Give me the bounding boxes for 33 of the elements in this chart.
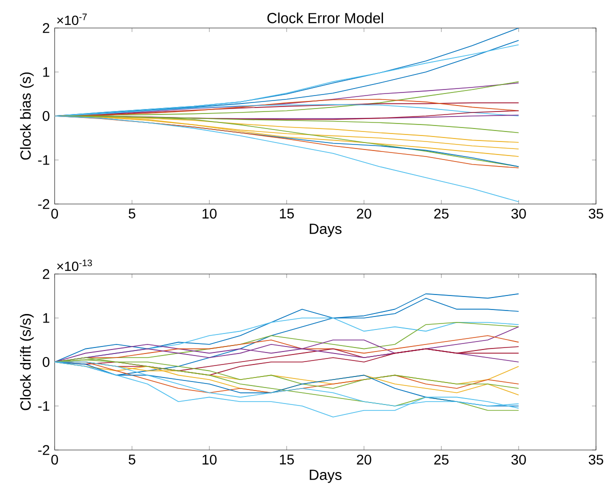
x-tick-label: 20 [356, 208, 372, 219]
text: ×10$^{-7}$ [57, 14, 87, 26]
x-tick-label: 10 [202, 454, 217, 465]
y-tick-label: 0 [42, 357, 50, 368]
y-tick-label: 2 [42, 23, 50, 34]
y-tick-label: 1 [43, 313, 50, 323]
x-tick-label: 30 [511, 208, 526, 219]
x-tick-label: 5 [128, 454, 136, 465]
y-tick-label: -1 [38, 155, 50, 165]
y-tick-label: -1 [38, 401, 50, 411]
text: ×10$^{-13}$ [57, 260, 92, 272]
x-tick-label: 10 [202, 208, 217, 219]
y-axis-title: Clock drift (s/s) [20, 314, 34, 410]
chart-title: Clock Error Model [267, 12, 384, 24]
x-axis-title: Days [310, 470, 342, 484]
x-tick-label: 30 [511, 454, 526, 465]
x-tick-label: 25 [434, 208, 449, 219]
y-tick-label: -2 [38, 199, 50, 210]
x-tick-label: 0 [51, 208, 58, 219]
y-tick-label: 1 [43, 67, 50, 77]
y-tick-label: 2 [42, 269, 50, 280]
x-tick-label: 35 [588, 208, 604, 219]
y-tick-label: 0 [42, 111, 50, 122]
x-tick-label: 35 [588, 454, 604, 465]
x-tick-label: 25 [434, 454, 449, 465]
x-tick-label: 15 [280, 208, 294, 219]
x-tick-label: 20 [356, 454, 372, 465]
y-tick-label: -2 [38, 445, 50, 456]
x-tick-label: 15 [280, 454, 294, 465]
x-tick-label: 5 [128, 208, 136, 219]
x-axis-title: Days [310, 224, 342, 238]
y-axis-title: Clock bias (s) [20, 72, 34, 160]
x-tick-label: 0 [51, 454, 58, 465]
